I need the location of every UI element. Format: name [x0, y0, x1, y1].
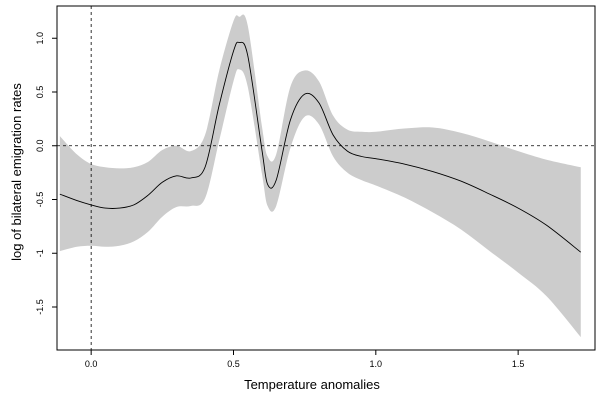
- plot-frame: [56, 5, 596, 351]
- y-axis-title: log of bilateral emigration rates: [9, 83, 24, 261]
- y-axis: -1.5 -1 -0.5 0.0 0.5 1.0: [35, 32, 57, 315]
- y-tick-label: -1: [35, 249, 45, 257]
- y-tick-label: -0.5: [35, 192, 45, 208]
- x-axis: 0.0 0.5 1.0 1.5: [85, 350, 524, 369]
- x-tick-label: 0.5: [227, 359, 240, 369]
- estimate-line-layer: [59, 41, 582, 253]
- x-tick-label: 1.5: [512, 359, 525, 369]
- y-tick-label: 0.0: [35, 139, 45, 152]
- estimate-line: [59, 41, 582, 253]
- y-tick-label: 1.0: [35, 32, 45, 45]
- x-axis-title: Temperature anomalies: [244, 377, 380, 392]
- y-tick-label: 0.5: [35, 86, 45, 99]
- y-tick-label: -1.5: [35, 299, 45, 315]
- x-tick-label: 1.0: [370, 359, 383, 369]
- confidence-band: [59, 14, 581, 338]
- confidence-band-layer: [59, 14, 581, 338]
- x-tick-label: 0.0: [85, 359, 98, 369]
